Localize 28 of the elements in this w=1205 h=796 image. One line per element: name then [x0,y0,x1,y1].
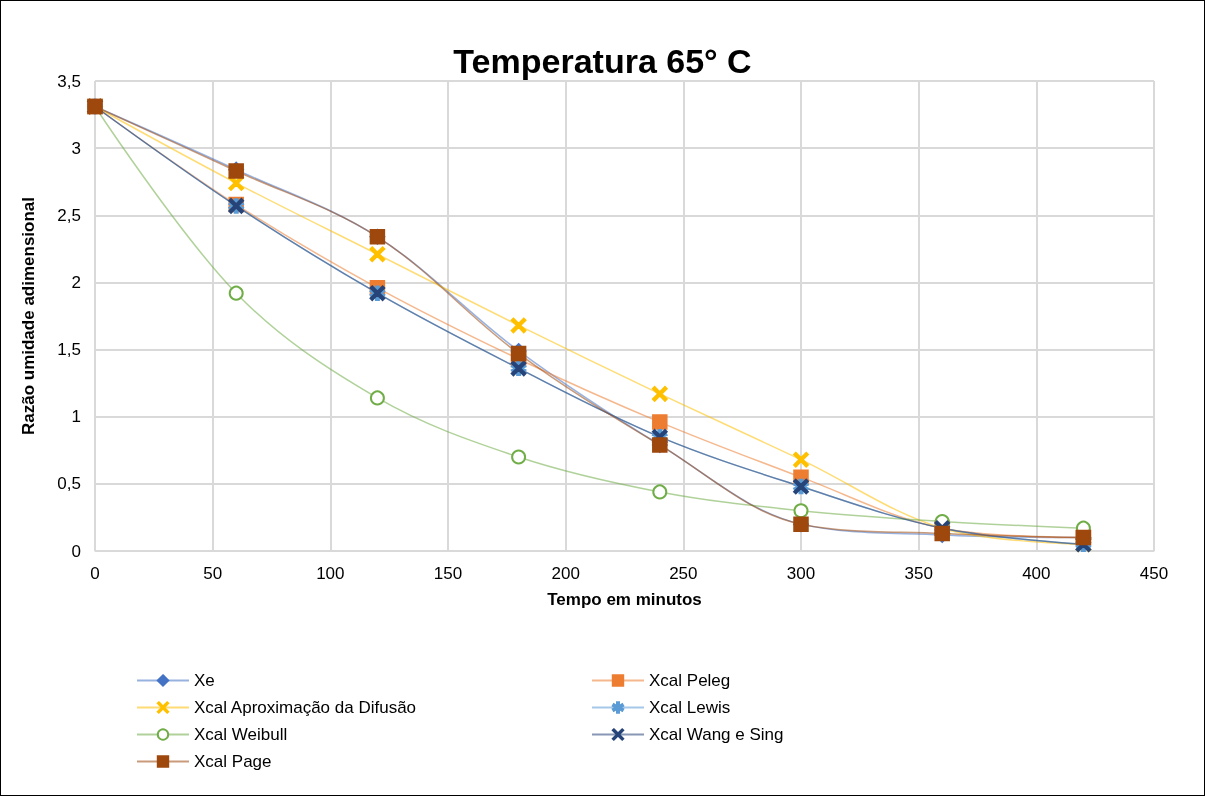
y-tick-label: 2,5 [57,205,81,225]
x-axis-title: Tempo em minutos [547,590,702,609]
x-tick-label: 150 [433,564,463,583]
y-tick-label: 3 [71,138,81,158]
x-tick-label: 350 [904,564,933,583]
legend-label: Xcal Lewis [649,698,731,717]
legend-label: Xcal Peleg [649,671,731,690]
x-tick-label: 100 [316,564,345,583]
legend-label: Xcal Wang e Sing [649,725,784,744]
y-tick-label: 0 [71,541,81,561]
x-tick-label: 200 [551,564,580,583]
y-tick-label: 2 [71,272,81,292]
x-tick-label: 250 [669,564,698,583]
y-tick-label: 0,5 [57,474,81,494]
legend-label: Xcal Page [194,752,272,771]
y-tick-label: 1,5 [57,340,81,360]
y-axis-title: Razão umidade adimensional [19,196,38,436]
x-tick-label: 0 [90,564,100,583]
y-tick-label: 1 [71,407,81,427]
legend-label: Xcal Aproximação da Difusão [194,698,417,717]
x-tick-label: 450 [1139,564,1169,583]
legend-label: Xcal Weibull [194,725,288,744]
legend-label: Xe [194,671,215,690]
x-tick-label: 400 [1022,564,1051,583]
x-tick-label: 50 [203,564,223,583]
x-tick-label: 300 [786,564,816,583]
chart-title: Temperatura 65° C [453,42,752,80]
y-tick-label: 3,5 [57,71,81,91]
